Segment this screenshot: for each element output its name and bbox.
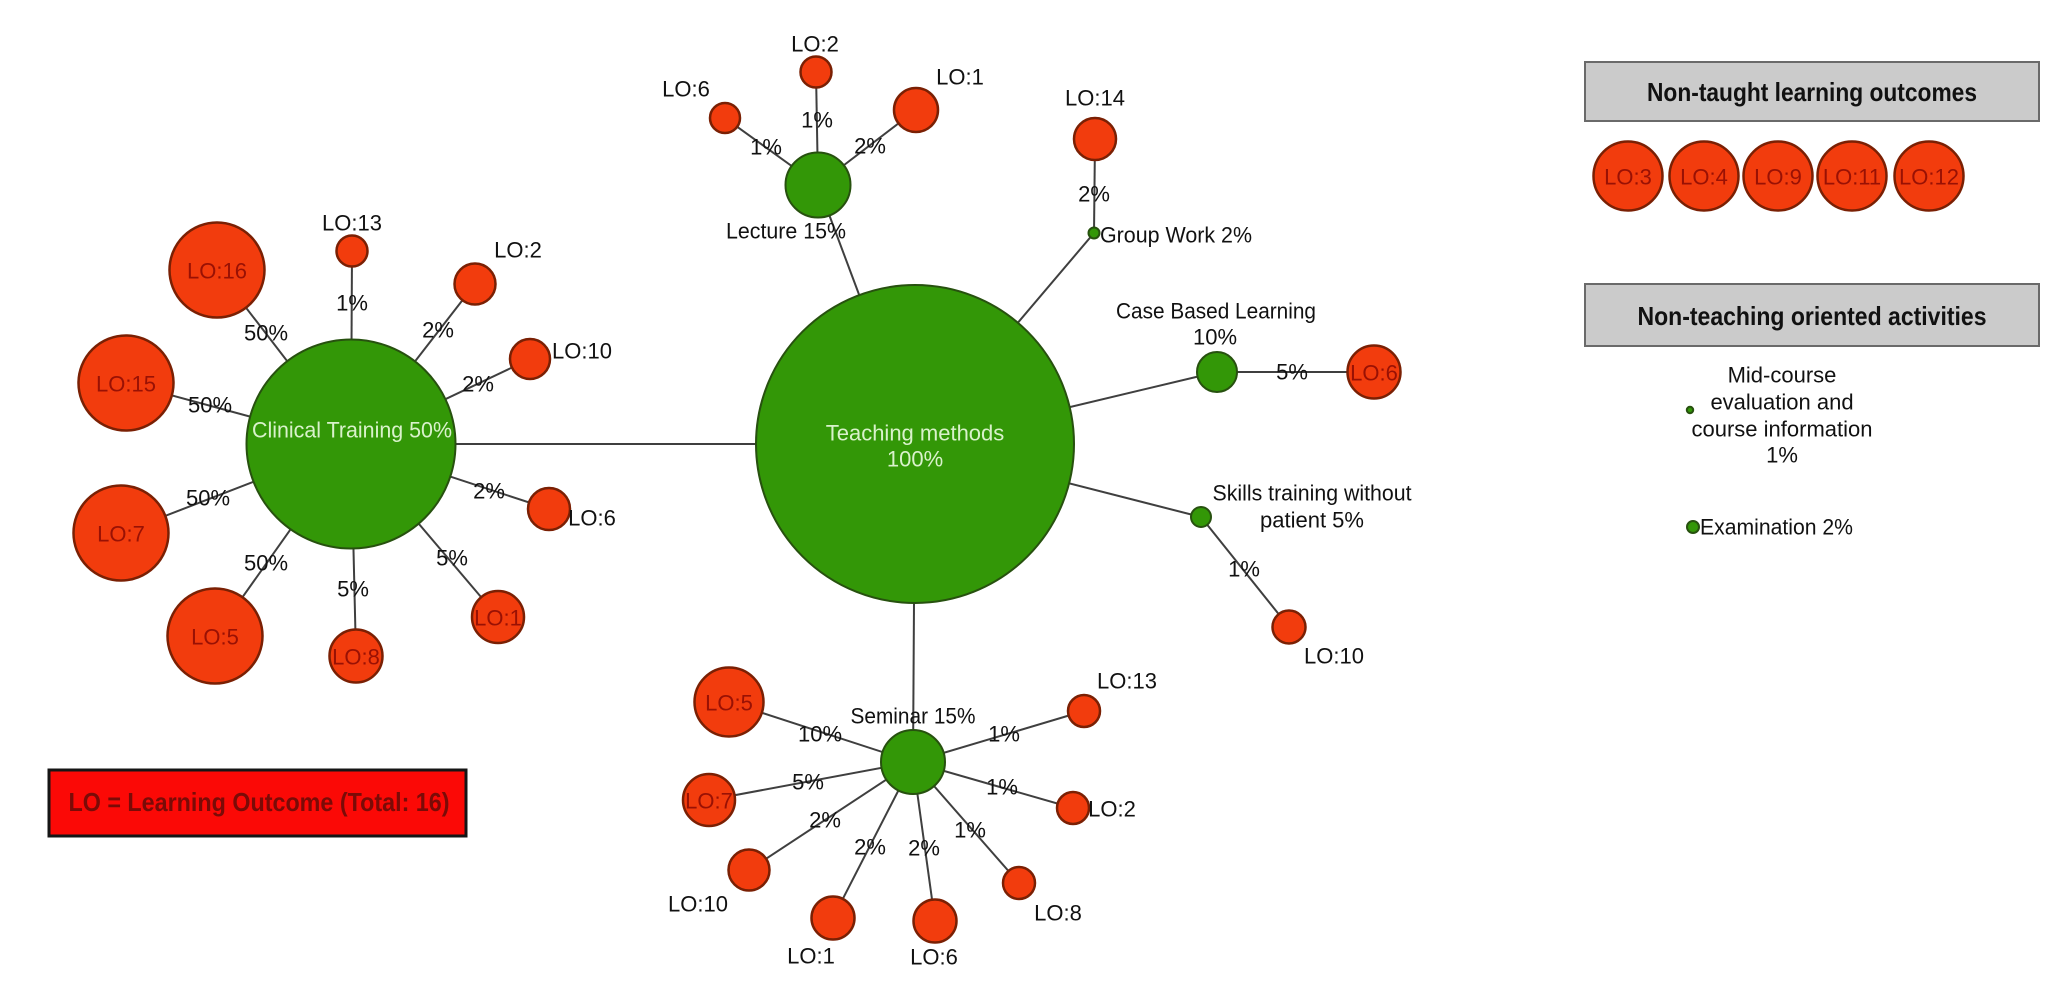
svg-text:100%: 100% [887, 447, 943, 472]
svg-text:2%: 2% [908, 836, 940, 861]
svg-text:1%: 1% [801, 108, 833, 133]
svg-text:LO:2: LO:2 [791, 32, 839, 57]
svg-text:1%: 1% [750, 135, 782, 160]
svg-text:LO:8: LO:8 [1034, 901, 1082, 926]
svg-text:LO:16: LO:16 [187, 259, 247, 284]
svg-text:2%: 2% [854, 134, 886, 159]
svg-text:5%: 5% [792, 770, 824, 795]
svg-text:Lecture 15%: Lecture 15% [726, 219, 846, 244]
svg-text:2%: 2% [1078, 182, 1110, 207]
svg-text:Seminar 15%: Seminar 15% [851, 704, 976, 729]
svg-text:5%: 5% [1276, 360, 1308, 385]
svg-text:50%: 50% [244, 551, 288, 576]
svg-text:LO:11: LO:11 [1823, 165, 1881, 190]
svg-text:LO:8: LO:8 [332, 645, 380, 670]
svg-text:LO:3: LO:3 [1604, 165, 1652, 190]
svg-text:Case Based Learning: Case Based Learning [1116, 299, 1316, 324]
svg-text:Group Work 2%: Group Work 2% [1100, 223, 1252, 248]
svg-text:LO:13: LO:13 [1097, 669, 1157, 694]
svg-text:Non-teaching oriented activiti: Non-teaching oriented activities [1638, 301, 1987, 331]
svg-text:LO:13: LO:13 [322, 211, 382, 236]
svg-text:LO:14: LO:14 [1065, 86, 1125, 111]
svg-text:2%: 2% [854, 835, 886, 860]
svg-text:LO:7: LO:7 [97, 522, 145, 547]
svg-text:1%: 1% [986, 775, 1018, 800]
svg-text:LO:9: LO:9 [1754, 165, 1802, 190]
svg-text:LO:15: LO:15 [96, 372, 156, 397]
svg-text:1%: 1% [954, 818, 986, 843]
svg-text:LO:4: LO:4 [1680, 165, 1728, 190]
svg-text:course information: course information [1692, 417, 1873, 442]
svg-text:2%: 2% [473, 479, 505, 504]
svg-text:LO:6: LO:6 [662, 77, 710, 102]
svg-text:LO:10: LO:10 [552, 339, 612, 364]
svg-text:2%: 2% [462, 372, 494, 397]
svg-text:LO:1: LO:1 [936, 65, 984, 90]
svg-text:2%: 2% [422, 318, 454, 343]
svg-text:5%: 5% [436, 546, 468, 571]
svg-text:LO:6: LO:6 [910, 945, 958, 970]
svg-text:50%: 50% [244, 321, 288, 346]
svg-text:1%: 1% [988, 722, 1020, 747]
svg-text:10%: 10% [1193, 325, 1237, 350]
svg-text:Teaching methods: Teaching methods [826, 421, 1005, 446]
svg-text:50%: 50% [186, 486, 230, 511]
svg-text:LO:12: LO:12 [1899, 165, 1959, 190]
svg-text:1%: 1% [1766, 443, 1798, 468]
svg-text:evaluation and: evaluation and [1710, 390, 1853, 415]
svg-text:LO:6: LO:6 [1350, 361, 1398, 386]
svg-text:Non-taught learning outcomes: Non-taught learning outcomes [1647, 77, 1977, 107]
svg-text:50%: 50% [188, 393, 232, 418]
svg-text:LO:2: LO:2 [494, 238, 542, 263]
svg-text:LO:6: LO:6 [568, 506, 616, 531]
svg-text:Examination 2%: Examination 2% [1700, 515, 1853, 540]
svg-text:LO:2: LO:2 [1088, 797, 1136, 822]
svg-text:10%: 10% [798, 722, 842, 747]
svg-text:5%: 5% [337, 577, 369, 602]
svg-text:1%: 1% [1228, 557, 1260, 582]
svg-text:Mid-course: Mid-course [1728, 363, 1837, 388]
svg-text:LO:1: LO:1 [474, 606, 522, 631]
svg-text:patient 5%: patient 5% [1260, 508, 1364, 533]
svg-text:2%: 2% [809, 808, 841, 833]
svg-text:LO = Learning Outcome (Total:: LO = Learning Outcome (Total: 16) [69, 787, 450, 817]
svg-text:LO:5: LO:5 [705, 691, 753, 716]
svg-text:LO:10: LO:10 [668, 892, 728, 917]
svg-text:LO:5: LO:5 [191, 625, 239, 650]
svg-text:Clinical Training 50%: Clinical Training 50% [252, 418, 452, 443]
svg-text:LO:1: LO:1 [787, 944, 835, 969]
svg-text:LO:7: LO:7 [685, 789, 733, 814]
svg-text:Skills training without: Skills training without [1213, 481, 1412, 506]
svg-text:1%: 1% [336, 291, 368, 316]
svg-text:LO:10: LO:10 [1304, 644, 1364, 669]
